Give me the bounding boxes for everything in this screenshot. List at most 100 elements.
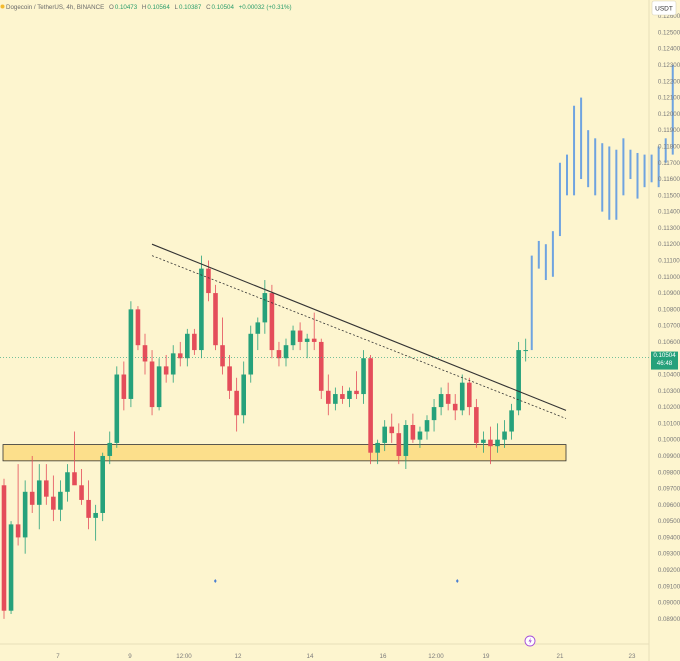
candle[interactable]	[29, 455, 35, 513]
candle[interactable]	[361, 350, 366, 404]
candle[interactable]	[149, 350, 155, 416]
timeline-marker-left-icon[interactable]	[213, 579, 217, 583]
candle[interactable]	[227, 354, 232, 399]
change-value: +0.00032 (+0.31%)	[239, 4, 292, 11]
candle[interactable]	[488, 426, 493, 465]
candle[interactable]	[8, 521, 14, 614]
candle[interactable]	[467, 377, 472, 416]
candle-body	[206, 268, 211, 294]
candle-body	[403, 425, 409, 456]
candle[interactable]	[495, 423, 500, 453]
event-marker[interactable]	[524, 635, 536, 647]
currency-badge[interactable]: USDT	[651, 0, 677, 16]
candle[interactable]	[15, 464, 21, 546]
candle[interactable]	[445, 382, 451, 411]
candle-body	[100, 455, 105, 513]
candle-body	[163, 366, 169, 375]
candle[interactable]	[142, 333, 148, 375]
candle-body	[297, 330, 303, 342]
candle[interactable]	[389, 413, 395, 443]
candle[interactable]	[1, 478, 7, 619]
open-label: O	[109, 4, 114, 11]
candle[interactable]	[382, 420, 387, 452]
candle[interactable]	[177, 341, 183, 367]
candle[interactable]	[22, 480, 28, 554]
candle[interactable]	[290, 325, 296, 351]
candle[interactable]	[135, 306, 141, 351]
candle[interactable]	[417, 426, 423, 448]
candle-body	[431, 407, 437, 421]
candle[interactable]	[283, 338, 289, 367]
candle[interactable]	[93, 504, 98, 541]
candle[interactable]	[375, 439, 380, 465]
candle[interactable]	[121, 361, 127, 411]
lightning-icon	[528, 637, 532, 645]
candle[interactable]	[107, 431, 113, 465]
candle[interactable]	[438, 387, 444, 416]
candle[interactable]	[170, 345, 176, 383]
candle[interactable]	[311, 312, 317, 351]
candle[interactable]	[396, 423, 402, 465]
descending-trendline[interactable]	[151, 243, 567, 411]
candle[interactable]	[241, 361, 246, 424]
candle[interactable]	[220, 317, 225, 375]
candle[interactable]	[340, 385, 345, 404]
candle[interactable]	[86, 480, 91, 530]
candle[interactable]	[326, 374, 331, 416]
candle[interactable]	[36, 464, 42, 530]
candle[interactable]	[502, 420, 507, 448]
candle[interactable]	[424, 415, 430, 440]
candle[interactable]	[213, 284, 218, 351]
candle[interactable]	[276, 341, 282, 367]
candle[interactable]	[234, 377, 239, 432]
projection-bar	[650, 154, 653, 183]
price-tick-label: 0.12100	[658, 95, 680, 102]
timeline-marker-right-icon[interactable]	[455, 579, 459, 583]
candle[interactable]	[255, 317, 261, 351]
candle[interactable]	[163, 354, 169, 383]
candle[interactable]	[318, 338, 324, 399]
candle[interactable]	[333, 387, 338, 411]
candle[interactable]	[199, 255, 204, 359]
candle[interactable]	[297, 322, 303, 351]
candle[interactable]	[72, 431, 77, 486]
candle[interactable]	[51, 475, 56, 522]
candle[interactable]	[248, 325, 254, 383]
candle-body	[311, 338, 317, 342]
candle[interactable]	[44, 464, 49, 505]
candle[interactable]	[459, 374, 465, 416]
price-tick-label: 0.10300	[658, 388, 680, 395]
price-tick-label: 0.11400	[658, 209, 680, 216]
candle[interactable]	[403, 420, 409, 469]
candle[interactable]	[354, 371, 359, 399]
candle[interactable]	[192, 328, 197, 355]
candle-body	[29, 491, 35, 505]
candle[interactable]	[304, 333, 310, 359]
candle-body	[199, 268, 204, 351]
candle-body	[8, 524, 14, 611]
candle[interactable]	[474, 398, 479, 448]
candle[interactable]	[269, 284, 275, 359]
candle-body	[333, 394, 338, 404]
candle[interactable]	[509, 403, 514, 440]
candle[interactable]	[185, 328, 190, 367]
candle-body	[114, 374, 120, 443]
candle[interactable]	[128, 301, 134, 408]
candle[interactable]	[431, 398, 437, 432]
candle[interactable]	[79, 468, 84, 505]
candle[interactable]	[347, 387, 352, 408]
candle[interactable]	[156, 358, 162, 411]
candle[interactable]	[114, 366, 120, 448]
candle-body	[495, 439, 500, 447]
projection-bar	[643, 154, 646, 188]
candle[interactable]	[452, 394, 458, 421]
candle[interactable]	[100, 452, 105, 522]
high-value: 0.10564	[147, 4, 170, 11]
candle[interactable]	[368, 354, 373, 465]
candle[interactable]	[481, 431, 486, 453]
candle[interactable]	[410, 413, 416, 443]
candle[interactable]	[516, 341, 521, 416]
candle[interactable]	[65, 464, 70, 502]
candle[interactable]	[58, 480, 63, 522]
